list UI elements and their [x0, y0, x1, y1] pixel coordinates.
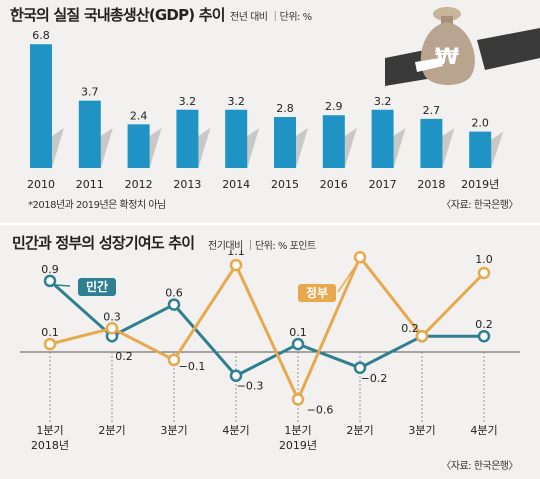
bar: [30, 44, 52, 168]
x-tick-label: 2012: [125, 178, 153, 191]
gdp-chart-title: 한국의 실질 국내총생산(GDP) 추이: [10, 6, 226, 24]
series-point-1: [415, 329, 429, 343]
money-bag-illustration: ₩: [385, 7, 540, 86]
point-value-label: −0.6: [307, 403, 334, 416]
bar-value-label: 3.2: [374, 95, 392, 108]
point-value-label: 0.1: [289, 326, 307, 339]
legend-connector: [53, 284, 71, 287]
x-tick-label: 2분기: [98, 424, 125, 437]
series-point-1: [477, 266, 491, 280]
point-value-label: −0.3: [237, 380, 264, 393]
gdp-chart-footnote: *2018년과 2019년은 확정치 아님: [28, 200, 166, 211]
section-divider: [0, 223, 540, 225]
x-tick-label: 2010: [27, 178, 55, 191]
point-value-label: −0.1: [179, 360, 206, 373]
bar: [469, 131, 492, 168]
point-value-label: 0.9: [41, 263, 59, 276]
legend-label: 민간: [86, 279, 108, 294]
x-tick-label: 1분기: [284, 424, 311, 437]
series-point-1: [291, 393, 305, 406]
contribution-chart-title: 민간과 정부의 성장기여도 추이: [12, 234, 195, 252]
bar-value-label: 2.0: [471, 117, 489, 130]
x-tick-label: 2019년: [461, 178, 499, 191]
series-point-1: [105, 322, 119, 335]
gdp-bar-chart: 6.8 2010 3.7 2011 2.4 2012 3.2 2013 3.2 2014 2.8 20…: [27, 29, 504, 191]
series-point-0: [229, 369, 243, 382]
gdp-chart-unit: 전년 대비 ｜단위: %: [230, 12, 312, 23]
x-tick-label: 2017: [369, 178, 397, 191]
legend-label: 정부: [306, 285, 328, 300]
series-point-0: [291, 337, 305, 351]
point-value-label: 0.6: [165, 287, 183, 300]
bar: [420, 118, 443, 168]
bar-value-label: 2.9: [325, 100, 343, 113]
series-point-1: [167, 353, 181, 367]
x-tick-label: 2016: [320, 178, 348, 191]
x-tick-label: 1분기: [36, 424, 63, 437]
series-point-1: [353, 250, 367, 264]
series-point-0: [167, 298, 181, 311]
gdp-chart-source: 〈자료: 한국은행〉: [441, 200, 518, 211]
legend-tag: [78, 278, 116, 296]
bar: [371, 109, 394, 168]
point-value-label: 1.1: [227, 250, 245, 258]
bar-value-label: 3.2: [179, 95, 197, 108]
x-tick-label: 3분기: [160, 424, 187, 437]
contribution-chart-source: 〈자료: 한국은행〉: [441, 461, 518, 472]
point-value-label: 0.1: [41, 326, 59, 339]
x-tick-label: 4분기: [470, 424, 497, 437]
bar-value-label: 6.8: [32, 29, 50, 42]
x-tick-label: 2015: [271, 178, 299, 191]
bar-value-label: 2.4: [130, 109, 148, 122]
x-tick-label: 3분기: [408, 424, 435, 437]
point-value-label: 0.2: [401, 322, 419, 335]
bar: [274, 117, 296, 168]
bar-value-label: 3.7: [81, 86, 99, 99]
contribution-line-chart: 1분기 2018년 2분기 3분기 4분기 1분기 2019년 2분기 3분기 4분기 0.9 0.2…: [20, 250, 520, 452]
legend-tag: [298, 284, 336, 302]
point-value-label: 0.2: [475, 318, 493, 331]
bar: [78, 100, 101, 168]
bar: [225, 109, 248, 168]
series-point-1: [43, 337, 57, 351]
series-line-0: [49, 279, 484, 378]
bar: [176, 109, 199, 168]
year-label: 2019년: [279, 439, 317, 452]
x-tick-label: 4분기: [222, 424, 249, 437]
bar-value-label: 2.8: [276, 102, 294, 115]
legend-connector: [337, 264, 357, 293]
bar-value-label: 3.2: [227, 95, 245, 108]
point-value-label: −0.2: [361, 372, 388, 385]
x-tick-label: 2014: [222, 178, 250, 191]
year-label: 2018년: [31, 439, 69, 452]
series-point-1: [229, 258, 243, 272]
point-value-label: 0.2: [115, 350, 133, 363]
series-point-0: [477, 329, 491, 343]
x-tick-label: 2013: [173, 178, 201, 191]
point-value-label: 0.3: [103, 310, 121, 323]
point-value-label: 1.0: [475, 253, 493, 266]
series-point-0: [43, 274, 57, 288]
x-tick-label: 2분기: [346, 424, 373, 437]
contribution-chart-unit: 전기대비 ｜단위: % 포인트: [208, 241, 316, 252]
bar: [322, 115, 345, 168]
x-tick-label: 2011: [76, 178, 104, 191]
series-line-1: [49, 254, 486, 404]
series-point-0: [353, 361, 367, 375]
bar: [127, 124, 150, 168]
x-tick-label: 2018: [417, 178, 445, 191]
bar-value-label: 2.7: [423, 104, 441, 117]
